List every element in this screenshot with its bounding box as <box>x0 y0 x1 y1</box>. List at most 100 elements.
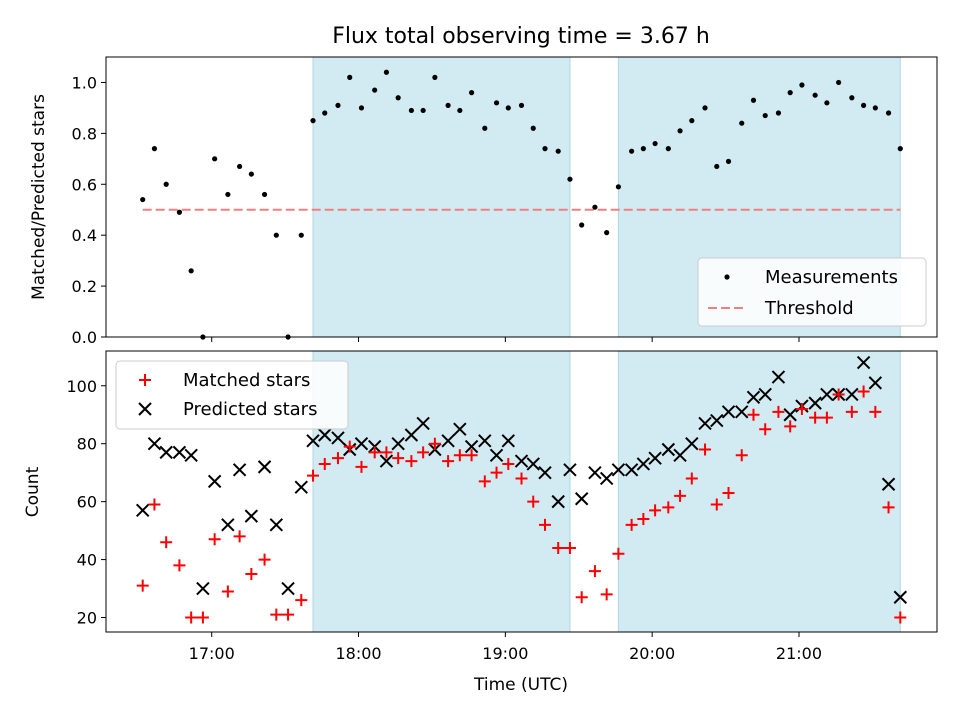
predicted-star-point <box>331 431 345 445</box>
bottom-legend: Matched stars Predicted stars <box>115 360 349 430</box>
measurement-point <box>493 100 500 106</box>
predicted-star-point <box>184 448 198 462</box>
measurement-point <box>163 181 169 187</box>
predicted-star-point <box>318 428 332 442</box>
predicted-star-point <box>501 434 515 448</box>
matched-star-point <box>148 498 161 511</box>
measurement-point <box>420 107 426 114</box>
matched-star-point <box>674 489 687 502</box>
predicted-star-point <box>820 387 834 402</box>
top-legend-box <box>697 257 927 327</box>
matched-star-point <box>699 443 712 456</box>
predicted-star-point <box>478 434 492 448</box>
legend-threshold-label: Threshold <box>764 298 854 319</box>
matched-star-point <box>857 385 870 398</box>
matched-star-point <box>894 611 907 624</box>
matched-star-point <box>245 568 258 581</box>
predicted-star-point <box>673 448 687 462</box>
bottom-x-tick-label: 17:00 <box>189 644 235 663</box>
bottom-y-tick-label: 100 <box>66 377 97 396</box>
measurement-point <box>677 128 683 134</box>
predicted-star-point <box>147 436 162 451</box>
measurement-point <box>457 107 463 114</box>
matched-star-point <box>380 446 393 459</box>
measurement-point <box>310 118 316 124</box>
predicted-star-point <box>868 376 883 390</box>
predicted-star-point <box>196 581 210 596</box>
predicted-star-point <box>698 416 712 431</box>
measurement-point <box>640 146 646 152</box>
predicted-star-point <box>172 445 187 460</box>
measurement-point <box>629 148 635 154</box>
bottom-axes-frame <box>105 350 938 633</box>
measurement-point <box>408 107 414 114</box>
measurement-point <box>652 140 658 147</box>
measurement-point <box>151 146 158 152</box>
top-y-tick-label: 1.0 <box>72 73 97 92</box>
measurement-point <box>812 92 818 98</box>
legend-predicted-marker <box>138 402 152 416</box>
matched-star-point <box>710 498 723 511</box>
top-panel: 0.0 0.2 0.4 0.6 0.8 1.0 Flux total observing … <box>29 24 938 347</box>
bottom-count-points <box>135 355 908 624</box>
measurement-point <box>787 90 793 96</box>
predicted-star-point <box>771 370 786 384</box>
bottom-shaded-regions <box>312 350 901 633</box>
matched-star-point <box>221 585 234 598</box>
matched-star-point <box>735 449 748 462</box>
matched-star-point <box>515 472 528 485</box>
measurement-point <box>298 232 304 238</box>
matched-star-point <box>882 501 895 514</box>
measurement-point <box>604 230 610 236</box>
matched-star-point <box>417 446 430 459</box>
predicted-star-point <box>881 477 896 491</box>
predicted-star-point <box>207 474 222 489</box>
measurement-point <box>860 102 867 108</box>
matched-star-point <box>478 475 491 488</box>
bottom-x-tick-label: 19:00 <box>482 644 528 663</box>
chart-title: Flux total observing time = 3.67 h <box>332 24 710 49</box>
measurement-point <box>725 158 732 164</box>
matched-star-point <box>392 452 405 465</box>
predicted-star-point <box>538 465 552 480</box>
matched-star-point <box>307 469 320 482</box>
measurement-point <box>383 69 390 75</box>
matched-star-point <box>270 608 283 621</box>
predicted-star-point <box>232 463 247 477</box>
matched-star-point <box>173 559 186 572</box>
bottom-legend-box <box>115 360 349 430</box>
bottom-x-tick-label: 21:00 <box>776 644 822 663</box>
predicted-star-point <box>441 434 455 448</box>
measurement-point <box>322 110 328 116</box>
measurement-point <box>836 79 842 86</box>
matched-star-point <box>575 591 588 604</box>
top-y-tick-label: 0.8 <box>72 124 97 143</box>
measurement-point <box>468 90 475 96</box>
bottom-x-tick-label: 20:00 <box>629 644 675 663</box>
predicted-star-point <box>808 396 822 410</box>
matched-star-point <box>845 405 858 418</box>
measurement-point <box>750 97 757 103</box>
bottom-y-axis-label: Count <box>23 466 43 517</box>
measurement-point <box>824 100 830 106</box>
predicted-star-point <box>563 463 577 477</box>
matched-star-point <box>820 411 833 424</box>
measurement-point <box>518 102 525 108</box>
matched-star-point <box>747 408 760 421</box>
measurement-point <box>885 110 892 116</box>
predicted-star-point <box>636 457 651 471</box>
measurement-point <box>615 184 622 190</box>
measurement-point <box>212 156 218 162</box>
measurement-point <box>872 105 878 111</box>
measurement-point <box>567 176 573 182</box>
matched-star-point <box>208 533 221 546</box>
measurement-point <box>689 118 695 124</box>
predicted-star-point <box>269 518 284 532</box>
bottom-y-tick-label: 80 <box>77 435 97 454</box>
measurement-point <box>702 105 708 111</box>
predicted-star-point <box>685 436 699 451</box>
top-measurement-points <box>140 69 903 340</box>
predicted-star-point <box>294 480 308 494</box>
matched-star-point <box>538 518 551 531</box>
matched-star-point <box>625 518 638 531</box>
